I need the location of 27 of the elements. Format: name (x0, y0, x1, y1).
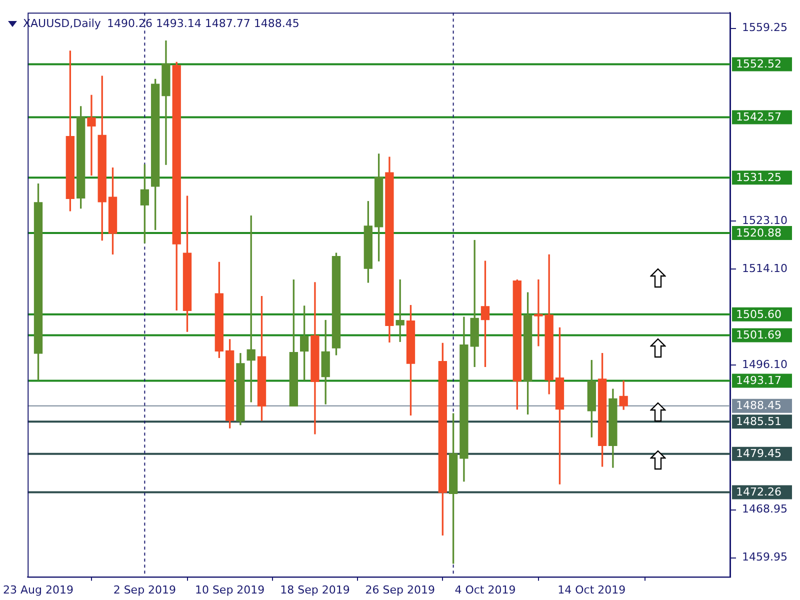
ref-line-label: 1501.69 (736, 328, 782, 342)
ref-line-label: 1552.52 (736, 58, 782, 71)
ref-line-label: 1505.60 (736, 308, 782, 321)
ref-line-label: 1485.51 (736, 414, 782, 428)
ref-line-label: 1488.45 (736, 399, 782, 412)
y-tick-label: 1496.10 (742, 358, 788, 371)
ref-line-label: 1493.17 (736, 374, 782, 388)
y-tick-label: 1559.25 (742, 21, 788, 34)
ref-line-label: 1472.26 (736, 486, 782, 499)
x-tick-label: 14 Oct 2019 (558, 583, 626, 596)
x-tick-label: 2 Sep 2019 (113, 583, 176, 596)
ref-line-label: 1531.25 (736, 171, 782, 184)
x-tick-label: 4 Oct 2019 (454, 583, 516, 596)
candlestick (534, 279, 543, 346)
y-tick-label: 1459.95 (742, 550, 788, 564)
ref-line-label: 1520.88 (736, 226, 782, 240)
y-tick-label: 1523.10 (742, 214, 788, 227)
x-tick-label: 18 Sep 2019 (280, 583, 350, 596)
ref-line-label: 1542.57 (736, 110, 782, 124)
x-tick-label: 23 Aug 2019 (3, 583, 74, 596)
candlestick (87, 94, 96, 176)
chart-subtitle: 1490.26 1493.14 1487.77 1488.45 (106, 17, 300, 30)
y-tick-label: 1468.95 (742, 502, 788, 516)
y-tick-label: 1514.10 (742, 262, 788, 275)
x-tick-label: 26 Sep 2019 (365, 583, 435, 596)
ref-line-label: 1479.45 (736, 447, 782, 460)
x-tick-label: 10 Sep 2019 (194, 583, 265, 596)
